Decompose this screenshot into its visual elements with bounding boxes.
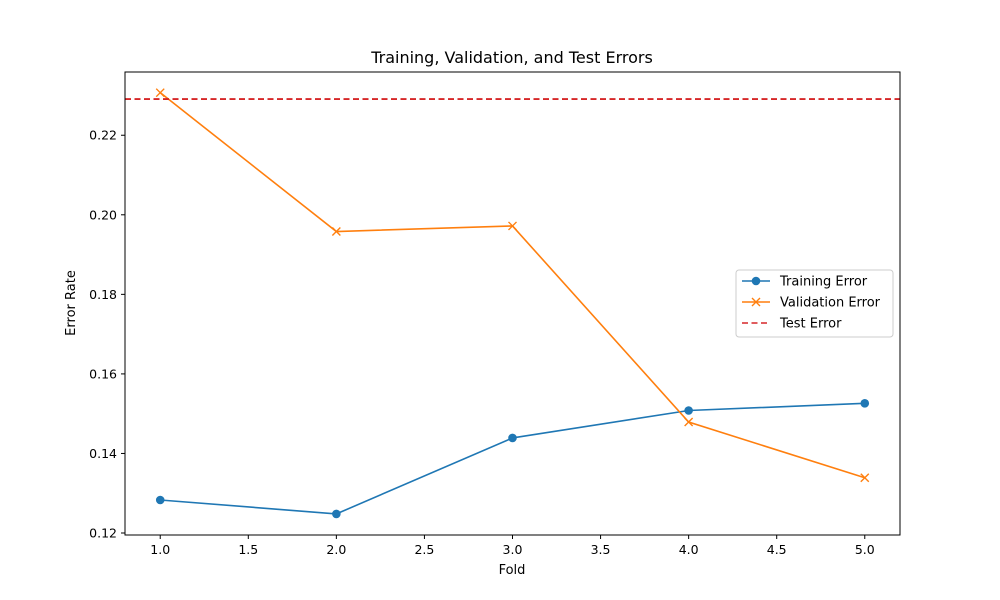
x-tick-label: 2.5 (414, 542, 434, 557)
y-tick-label: 0.18 (89, 287, 117, 302)
y-tick-label: 0.14 (89, 446, 117, 461)
x-tick-label: 3.5 (591, 542, 611, 557)
legend-label: Test Error (779, 317, 842, 332)
legend-item: Training Error (742, 275, 868, 290)
y-axis: 0.12 0.14 0.16 0.18 0.20 0.22 (89, 128, 125, 541)
data-point (860, 473, 870, 483)
legend-item: Validation Error (742, 296, 881, 311)
chart-title: Training, Validation, and Test Errors (370, 48, 653, 67)
data-point (332, 509, 341, 519)
data-point (508, 433, 517, 443)
x-tick-label: 4.5 (767, 542, 787, 557)
x-tick-label: 2.0 (326, 542, 346, 557)
x-axis: 1.0 1.5 2.0 2.5 3.0 3.5 4.0 4.5 5.0 (150, 535, 875, 557)
legend-item: Test Error (742, 317, 842, 332)
y-axis-title: Error Rate (64, 270, 79, 336)
x-tick-label: 1.0 (150, 542, 170, 557)
x-tick-label: 3.0 (503, 542, 523, 557)
data-point (860, 399, 870, 408)
y-tick-label: 0.22 (89, 128, 117, 143)
data-point (155, 88, 165, 98)
data-point (684, 417, 694, 427)
y-tick-label: 0.16 (89, 366, 117, 381)
legend: Training Error Validation Error Test Error (735, 269, 894, 338)
x-tick-label: 1.5 (238, 542, 258, 557)
data-point (331, 227, 341, 236)
series-line-0 (160, 402, 865, 515)
x-tick-label: 5.0 (855, 542, 875, 557)
legend-label: Training Error (779, 275, 868, 290)
plot-area (125, 88, 900, 519)
data-point (684, 406, 693, 415)
y-tick-label: 0.12 (89, 526, 117, 541)
data-point (508, 221, 517, 231)
data-point (155, 495, 165, 505)
legend-marker (751, 276, 761, 286)
x-axis-title: Fold (499, 563, 526, 578)
x-tick-label: 4.0 (679, 542, 699, 557)
y-tick-label: 0.20 (89, 207, 117, 222)
legend-marker (751, 297, 761, 307)
legend-label: Validation Error (780, 296, 881, 311)
legend-box (735, 269, 894, 338)
